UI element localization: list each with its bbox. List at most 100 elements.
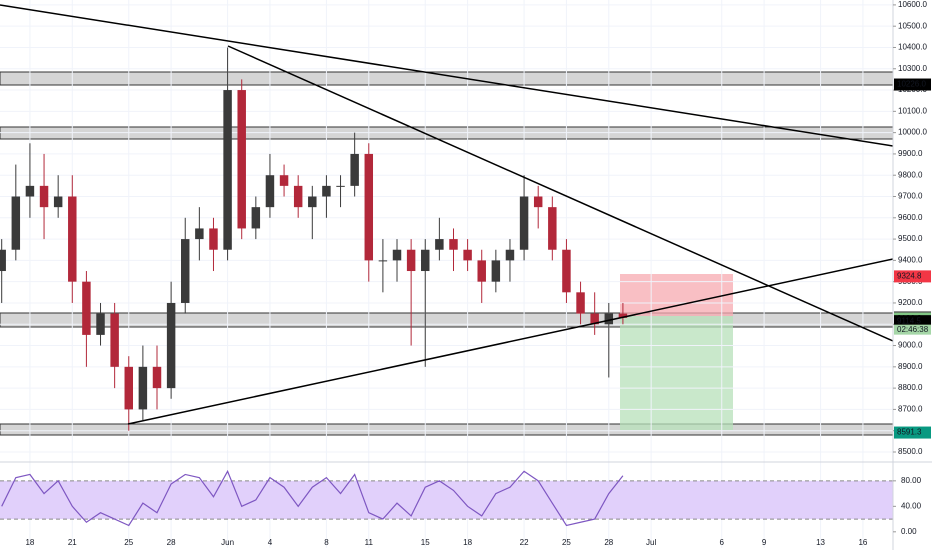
candle-body bbox=[68, 196, 77, 282]
candle-body bbox=[0, 249, 6, 272]
trend-line bbox=[127, 258, 894, 425]
x-tick-label: 25 bbox=[124, 538, 133, 547]
candle-body bbox=[11, 196, 21, 250]
candle-body bbox=[308, 196, 317, 208]
x-tick-label: 21 bbox=[68, 538, 77, 547]
y-tick-label: 9000.0 bbox=[898, 341, 923, 350]
candle-body bbox=[110, 313, 119, 367]
candle-body bbox=[322, 185, 331, 197]
candle-body bbox=[421, 249, 430, 272]
x-tick-label: 25 bbox=[562, 538, 571, 547]
candle-body bbox=[350, 153, 359, 186]
y-tick-label: 9500.0 bbox=[898, 234, 923, 243]
x-tick-label: 16 bbox=[858, 538, 867, 547]
y-tick-label: 8800.0 bbox=[898, 383, 923, 392]
price-label: 8591.3 bbox=[897, 428, 922, 437]
candle-body bbox=[336, 185, 345, 187]
candle-body bbox=[39, 185, 49, 208]
candle-body bbox=[562, 249, 571, 293]
candle-body bbox=[181, 239, 190, 303]
price-label-box bbox=[894, 426, 931, 439]
candle-body bbox=[364, 153, 374, 261]
candle-body bbox=[378, 260, 388, 262]
x-tick-label: 4 bbox=[268, 538, 273, 547]
x-tick-label: 15 bbox=[421, 538, 430, 547]
x-tick-label: 28 bbox=[167, 538, 176, 547]
trend-line bbox=[0, 4, 894, 147]
candle-body bbox=[449, 239, 458, 250]
candle-body bbox=[293, 185, 303, 208]
y-tick-label: 10300.0 bbox=[898, 64, 927, 73]
y-tick-label: 10100.0 bbox=[898, 106, 927, 115]
countdown: 02:46:38 bbox=[897, 325, 929, 334]
candle-body bbox=[533, 196, 543, 208]
price-label-box bbox=[894, 78, 931, 91]
y-tick-label: 9400.0 bbox=[898, 255, 923, 264]
candle-body bbox=[505, 249, 515, 261]
y-tick-label: 10500.0 bbox=[898, 21, 927, 30]
price-label: 9114.5 bbox=[897, 316, 921, 325]
candle-body bbox=[618, 313, 628, 318]
candle-body bbox=[604, 313, 614, 325]
candle-body bbox=[195, 228, 204, 240]
y-tick-label: 0.00 bbox=[901, 527, 917, 536]
candle-body bbox=[590, 313, 599, 325]
zone bbox=[0, 71, 894, 86]
y-tick-label: 8500.0 bbox=[898, 447, 923, 456]
candle-body bbox=[279, 175, 289, 186]
y-tick-label: 9800.0 bbox=[898, 170, 923, 179]
candle-body bbox=[124, 366, 133, 410]
trend-line bbox=[227, 45, 894, 342]
stop-zone bbox=[620, 274, 733, 316]
price-label-box bbox=[894, 315, 931, 328]
candle-body bbox=[477, 260, 486, 282]
candle-body bbox=[548, 207, 557, 250]
zone bbox=[0, 312, 894, 328]
y-tick-label: 9600.0 bbox=[898, 213, 923, 222]
zone bbox=[0, 423, 894, 436]
x-tick-label: 9 bbox=[762, 538, 767, 547]
candle-body bbox=[166, 302, 176, 389]
x-tick-label: Jun bbox=[221, 538, 234, 547]
candle-body bbox=[251, 207, 261, 229]
x-tick-label: 6 bbox=[720, 538, 725, 547]
candle-body bbox=[463, 249, 472, 261]
candle-body bbox=[152, 366, 162, 389]
x-tick-label: 28 bbox=[604, 538, 613, 547]
oscillator-line bbox=[1, 469, 624, 527]
candle-body bbox=[25, 185, 35, 197]
y-tick-label: 8700.0 bbox=[898, 405, 923, 414]
countdown-box bbox=[894, 324, 931, 335]
candle-body bbox=[265, 175, 275, 208]
y-tick-label: 10600.0 bbox=[898, 0, 927, 9]
y-tick-label: 9200.0 bbox=[898, 298, 923, 307]
candle-body bbox=[96, 313, 105, 335]
y-tick-label: 10000.0 bbox=[898, 128, 927, 137]
x-tick-label: 8 bbox=[324, 538, 329, 547]
x-tick-label: 13 bbox=[816, 538, 825, 547]
candle-body bbox=[223, 90, 232, 250]
y-tick-label: 8900.0 bbox=[898, 362, 923, 371]
y-tick-label: 9900.0 bbox=[898, 149, 923, 158]
candle-body bbox=[435, 239, 444, 250]
candle-body bbox=[237, 90, 246, 229]
candle-body bbox=[576, 292, 585, 314]
candle-body bbox=[519, 196, 529, 250]
candle-body bbox=[392, 249, 402, 261]
y-tick-label: 9700.0 bbox=[898, 192, 923, 201]
price-label: 9324.8 bbox=[897, 272, 922, 281]
x-tick-label: 18 bbox=[463, 538, 472, 547]
candle-body bbox=[491, 260, 501, 282]
y-tick-label: 80.00 bbox=[901, 476, 922, 485]
y-tick-label: 40.00 bbox=[901, 501, 922, 510]
x-tick-label: 18 bbox=[25, 538, 34, 547]
candle-body bbox=[53, 196, 63, 208]
oscillator-band bbox=[0, 480, 893, 520]
price-label: 10226.0 bbox=[897, 80, 926, 89]
x-tick-label: 22 bbox=[520, 538, 529, 547]
x-tick-label: 11 bbox=[365, 538, 374, 547]
candle-body bbox=[138, 366, 148, 410]
plot bbox=[0, 0, 893, 548]
